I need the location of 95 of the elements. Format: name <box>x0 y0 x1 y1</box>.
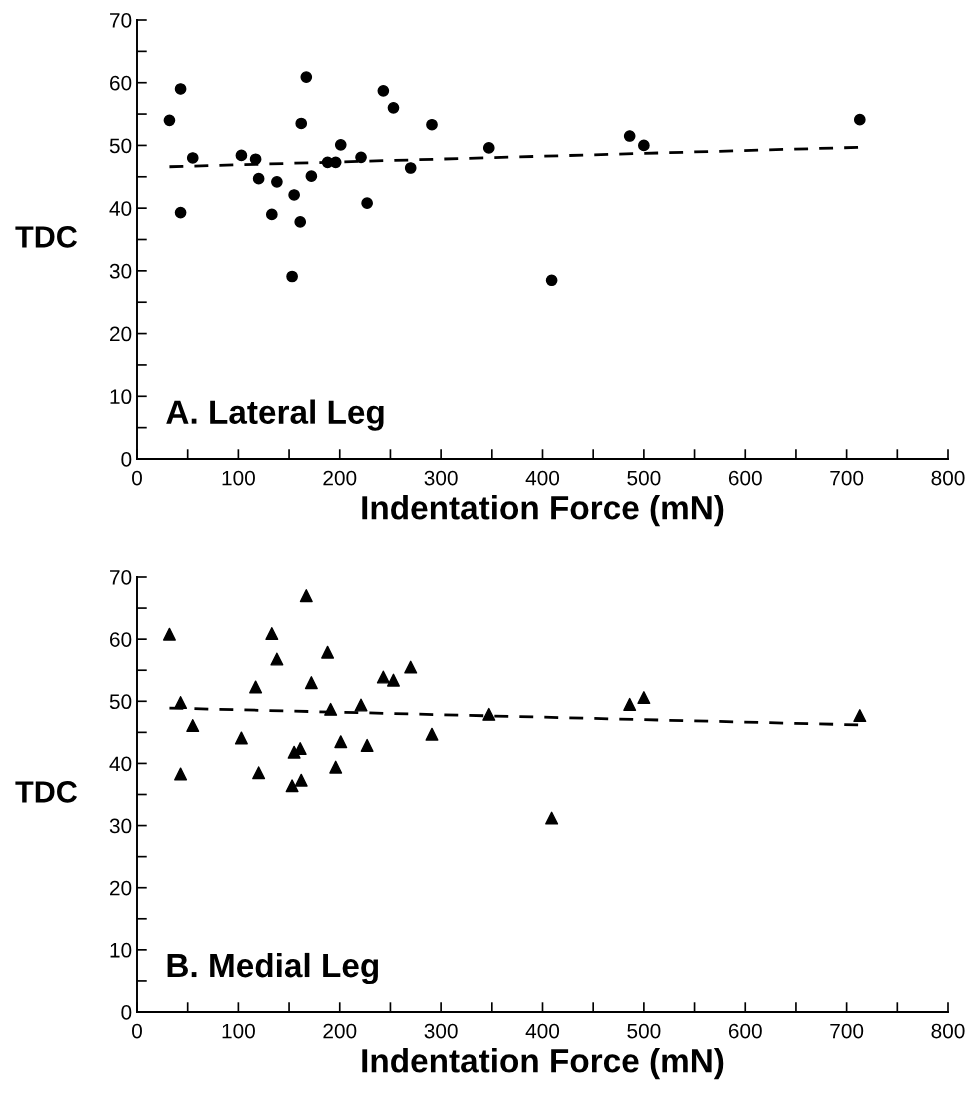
point <box>545 274 558 287</box>
point <box>324 702 338 716</box>
point <box>354 698 368 712</box>
point <box>186 719 200 733</box>
y-tick-label: 0 <box>121 452 132 467</box>
point <box>294 773 308 787</box>
point <box>163 114 176 127</box>
point <box>482 142 495 154</box>
point <box>295 117 308 130</box>
point <box>234 731 248 745</box>
point <box>329 760 343 774</box>
y-tick-label: 10 <box>110 942 132 958</box>
annotation: B. Medial Leg <box>167 952 378 985</box>
point <box>265 208 278 221</box>
x-axis-title: Indentation Force (mN) <box>362 1048 724 1080</box>
point <box>249 680 263 694</box>
point <box>360 738 374 752</box>
x-tick-label: 700 <box>830 1023 864 1039</box>
x-tick-label: 300 <box>424 1023 458 1039</box>
point <box>252 766 266 780</box>
x-tick-label: 600 <box>728 470 762 486</box>
point <box>174 206 187 219</box>
point <box>637 691 651 705</box>
y-tick-label: 40 <box>109 756 132 772</box>
x-tick-label: 0 <box>132 1023 142 1039</box>
point <box>174 83 187 95</box>
x-tick-label: 500 <box>627 470 661 486</box>
point <box>270 652 284 666</box>
point <box>334 735 348 749</box>
point <box>404 660 418 674</box>
y-tick-label: 10 <box>110 389 132 405</box>
point <box>376 670 390 684</box>
point <box>321 645 335 659</box>
y-tick-label: 60 <box>110 75 132 91</box>
point <box>299 589 313 603</box>
y-axis-title: TDC <box>15 781 78 803</box>
x-tick-label: 400 <box>525 1023 560 1039</box>
point <box>304 676 318 690</box>
point <box>387 101 400 114</box>
point <box>288 189 300 201</box>
x-tick-label: 100 <box>222 470 255 486</box>
x-tick-label: 500 <box>627 1023 661 1039</box>
y-tick-label: 70 <box>110 570 132 585</box>
point <box>361 197 373 209</box>
point <box>355 151 367 164</box>
y-axis-title: TDC <box>15 226 78 248</box>
y-tick-label: 50 <box>109 138 132 154</box>
x-tick-label: 200 <box>323 1023 357 1039</box>
x-tick-label: 800 <box>931 1023 965 1039</box>
x-axis-title: Indentation Force (mN) <box>362 495 724 527</box>
y-tick-label: 0 <box>121 1005 132 1020</box>
point <box>162 627 176 641</box>
y-tick-label: 50 <box>109 694 132 710</box>
point <box>265 627 279 641</box>
point <box>285 779 299 793</box>
point <box>623 697 637 711</box>
x-tick-label: 0 <box>132 470 142 486</box>
point <box>386 673 400 687</box>
point <box>249 153 262 166</box>
x-tick-label: 600 <box>728 1023 762 1039</box>
y-tick-label: 20 <box>110 880 132 896</box>
point <box>482 707 496 721</box>
x-tick-label: 100 <box>222 1023 255 1039</box>
point <box>186 152 199 164</box>
point <box>235 149 248 162</box>
point <box>286 270 298 283</box>
annotation: A. Lateral Leg <box>166 399 384 431</box>
point <box>294 216 307 228</box>
point <box>638 139 650 152</box>
point <box>425 727 439 741</box>
x-tick-label: 700 <box>830 470 864 486</box>
y-tick-label: 40 <box>109 201 132 216</box>
y-tick-label: 20 <box>110 326 132 342</box>
x-tick-label: 300 <box>424 470 458 486</box>
x-tick-label: 800 <box>931 470 965 486</box>
point <box>623 130 636 142</box>
y-tick-label: 60 <box>110 632 132 647</box>
point <box>404 162 417 174</box>
point <box>305 170 318 183</box>
point <box>174 696 188 710</box>
point <box>545 811 559 825</box>
point <box>271 175 283 188</box>
x-tick-label: 400 <box>525 470 560 486</box>
point <box>426 118 438 131</box>
point <box>334 138 347 151</box>
y-tick-label: 30 <box>109 818 132 834</box>
y-tick-label: 30 <box>109 263 132 279</box>
y-tick-label: 70 <box>110 13 132 28</box>
point <box>174 767 188 781</box>
point <box>300 71 313 83</box>
point <box>853 113 866 126</box>
point <box>853 709 867 723</box>
point <box>252 172 265 185</box>
point <box>377 85 390 97</box>
x-tick-label: 200 <box>323 470 357 486</box>
